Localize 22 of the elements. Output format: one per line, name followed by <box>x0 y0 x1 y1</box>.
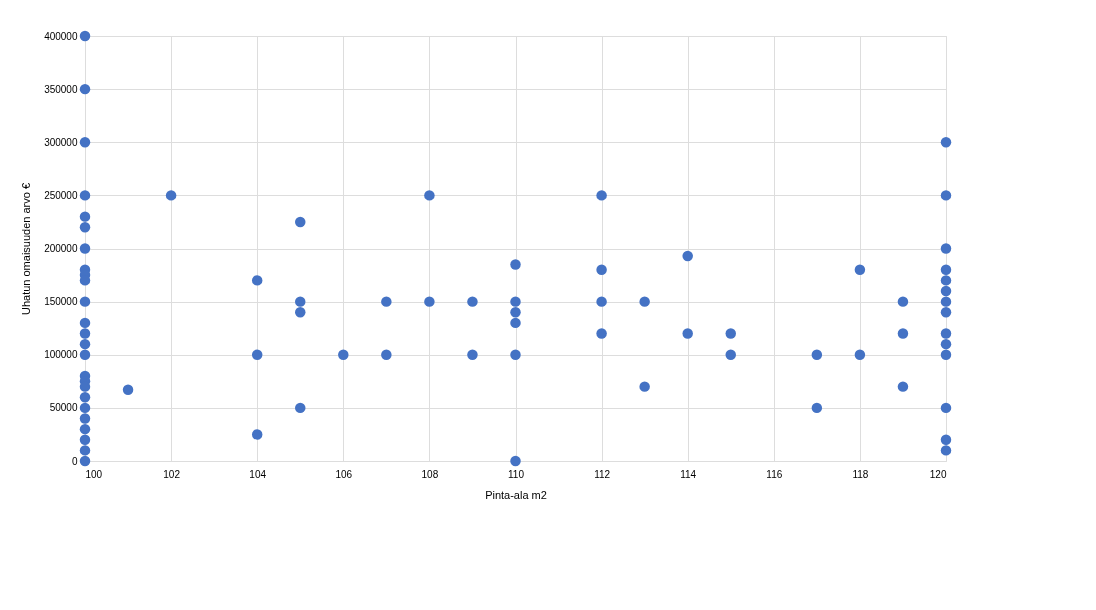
x-axis-title: Pinta-ala m2 <box>485 488 547 501</box>
y-tick-label: 200000 <box>44 243 78 254</box>
x-tick-label: 120 <box>929 468 947 480</box>
x-tick-label: 108 <box>421 468 439 480</box>
x-tick-label: 114 <box>680 468 697 480</box>
x-tick-label: 102 <box>163 468 181 480</box>
x-tick-label: 100 <box>85 468 103 480</box>
y-tick-label: 350000 <box>44 83 78 95</box>
y-tick-label: 300000 <box>44 136 78 148</box>
x-tick-label: 104 <box>249 468 267 480</box>
y-tick-label: 400000 <box>44 30 78 42</box>
y-tick-label: 150000 <box>44 296 78 308</box>
x-tick-label: 106 <box>335 468 353 480</box>
x-tick-label: 110 <box>508 468 525 480</box>
y-tick-label: 50000 <box>49 402 78 414</box>
y-axis-title: Uhatun omaisuuden arvo € <box>20 182 33 316</box>
y-tick-label: 0 <box>71 455 78 467</box>
x-tick-label: 118 <box>852 468 869 480</box>
y-tick-label: 250000 <box>44 189 78 201</box>
x-tick-label: 116 <box>766 468 783 480</box>
y-tick-label: 100000 <box>44 349 78 361</box>
x-tick-label: 112 <box>594 468 611 480</box>
